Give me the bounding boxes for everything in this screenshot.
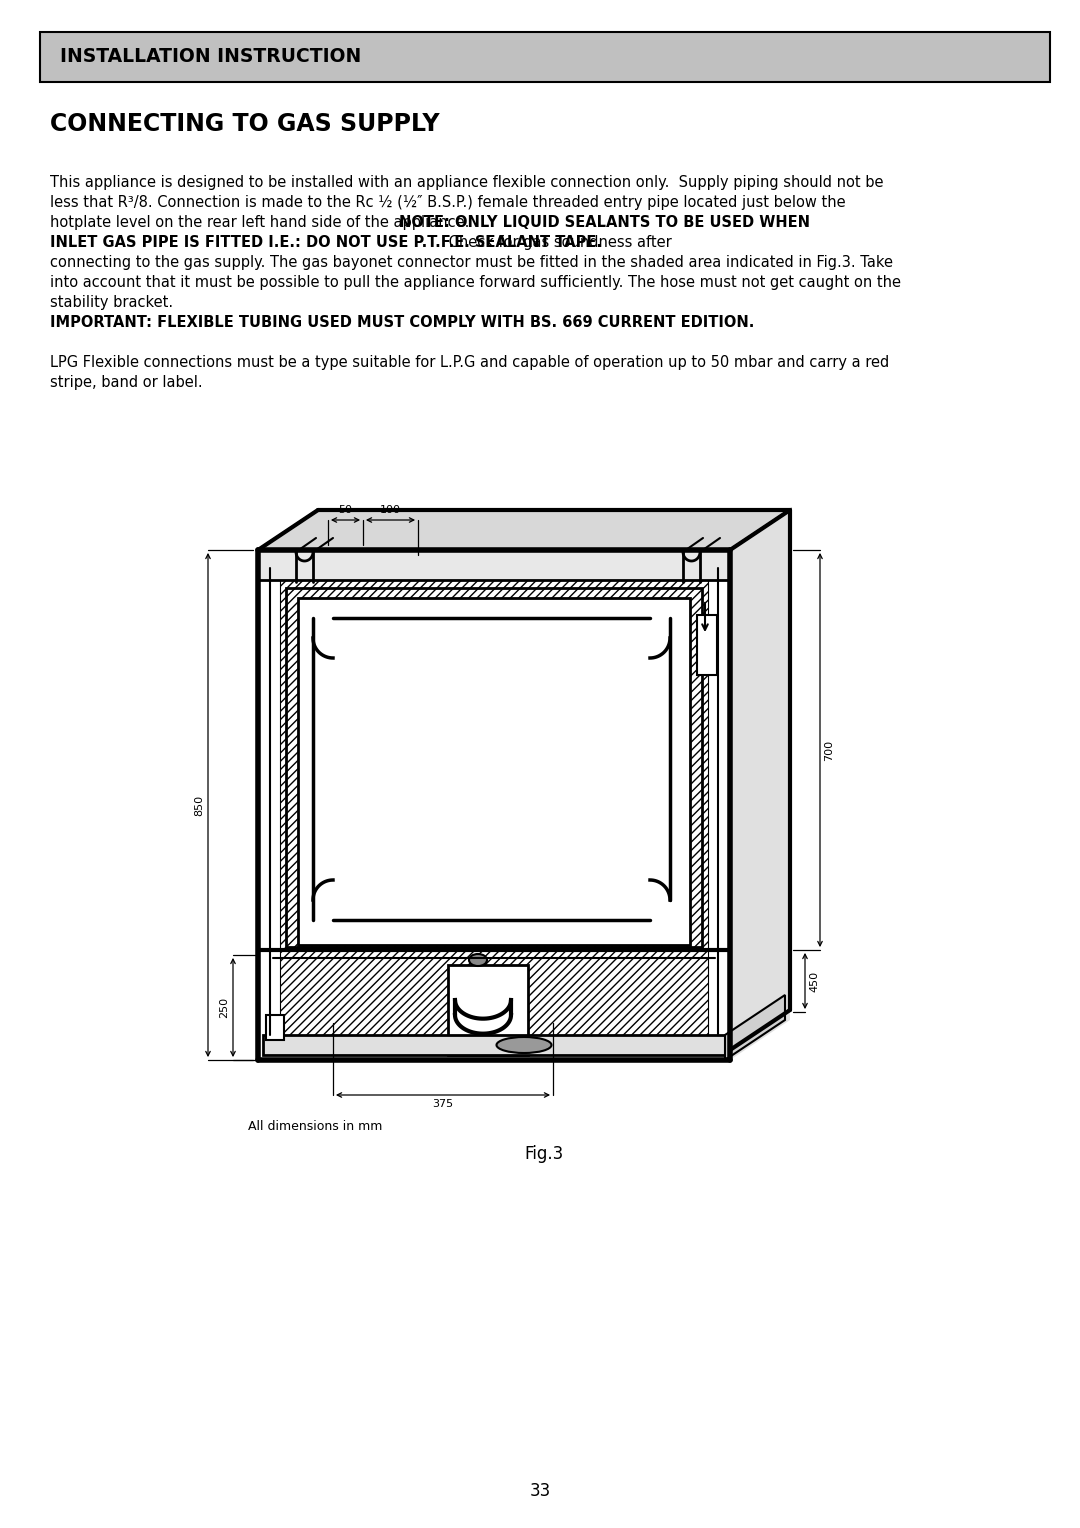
Text: IMPORTANT: FLEXIBLE TUBING USED MUST COMPLY WITH BS. 669 CURRENT EDITION.: IMPORTANT: FLEXIBLE TUBING USED MUST COM…	[50, 315, 754, 330]
Text: All dimensions in mm: All dimensions in mm	[248, 1120, 382, 1132]
Bar	[280, 950, 708, 1041]
Bar	[266, 1015, 284, 1041]
Text: 33: 33	[529, 1482, 551, 1500]
Bar	[280, 568, 708, 950]
Ellipse shape	[469, 953, 487, 966]
Text: into account that it must be possible to pull the appliance forward sufficiently: into account that it must be possible to…	[50, 275, 901, 290]
Text: LPG Flexible connections must be a type suitable for L.P.G and capable of operat: LPG Flexible connections must be a type …	[50, 354, 889, 370]
Text: NOTE: ONLY LIQUID SEALANTS TO BE USED WHEN: NOTE: ONLY LIQUID SEALANTS TO BE USED WH…	[400, 215, 810, 231]
Text: This appliance is designed to be installed with an appliance flexible connection: This appliance is designed to be install…	[50, 176, 883, 189]
Polygon shape	[258, 510, 789, 550]
Text: less that R³/8. Connection is made to the Rc ½ (½″ B.S.P.) female threaded entry: less that R³/8. Connection is made to th…	[50, 196, 846, 209]
Bar	[40, 32, 1050, 83]
Text: 450: 450	[809, 970, 819, 992]
Text: INSTALLATION INSTRUCTION: INSTALLATION INSTRUCTION	[60, 47, 361, 67]
Polygon shape	[258, 510, 789, 550]
Text: Fig.3: Fig.3	[525, 1144, 564, 1163]
Text: INLET GAS PIPE IS FITTED I.E.: DO NOT USE P.T.F.E. SEALANT TAPE.: INLET GAS PIPE IS FITTED I.E.: DO NOT US…	[50, 235, 602, 251]
Text: 850: 850	[194, 795, 204, 816]
Text: 100: 100	[380, 504, 401, 515]
Text: 250: 250	[219, 996, 229, 1018]
Text: Check for gas soundness after: Check for gas soundness after	[444, 235, 672, 251]
Text: 50: 50	[338, 504, 352, 515]
Text: stripe, band or label.: stripe, band or label.	[50, 374, 203, 390]
Polygon shape	[725, 995, 785, 1060]
Bar	[258, 550, 730, 581]
Bar	[448, 966, 528, 1054]
Text: connecting to the gas supply. The gas bayonet connector must be fitted in the sh: connecting to the gas supply. The gas ba…	[50, 255, 893, 270]
Text: 700: 700	[824, 740, 834, 761]
Polygon shape	[730, 510, 789, 1050]
Text: hotplate level on the rear left hand side of the appliance.: hotplate level on the rear left hand sid…	[50, 215, 474, 231]
Text: CONNECTING TO GAS SUPPLY: CONNECTING TO GAS SUPPLY	[50, 112, 440, 136]
Text: stability bracket.: stability bracket.	[50, 295, 173, 310]
Bar	[298, 597, 690, 944]
Bar	[264, 1034, 725, 1054]
Ellipse shape	[497, 1038, 552, 1053]
Bar	[258, 550, 730, 1060]
Text: 375: 375	[432, 1099, 454, 1109]
Bar	[697, 614, 717, 675]
Bar	[286, 588, 702, 947]
Polygon shape	[730, 510, 789, 1060]
